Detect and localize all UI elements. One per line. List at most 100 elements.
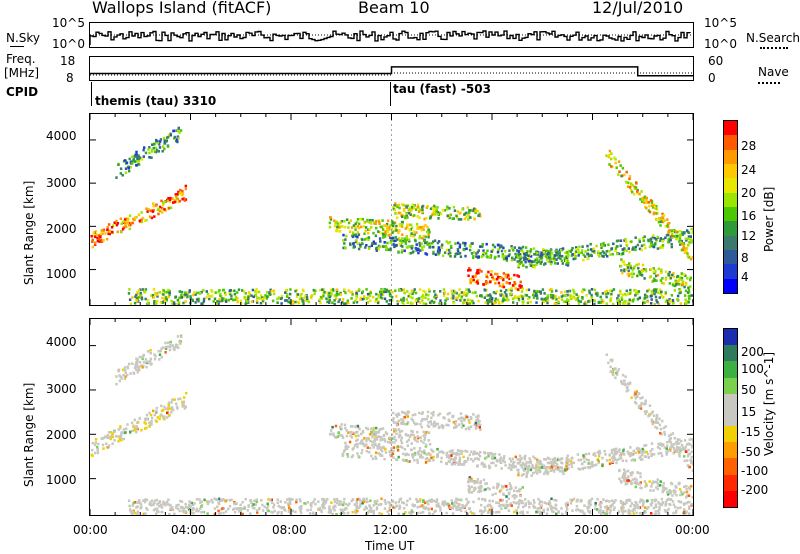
scatter-cell [217, 302, 220, 305]
scatter-cell [575, 504, 579, 508]
scatter-cell [532, 247, 536, 250]
scatter-cell [608, 462, 612, 466]
scatter-cell [633, 458, 636, 462]
scatter-cell [170, 299, 173, 303]
scatter-cell [541, 288, 545, 291]
scatter-cell [623, 453, 626, 456]
scatter-cell [643, 201, 646, 205]
scatter-cell [184, 187, 188, 191]
scatter-cell [358, 222, 361, 226]
scatter-cell [160, 506, 164, 509]
scatter-cell [284, 299, 287, 302]
scatter-cell [142, 155, 145, 158]
scatter-cell [363, 508, 366, 511]
scatter-cell [135, 215, 138, 219]
scatter-cell [424, 433, 427, 437]
scatter-cell [648, 413, 652, 417]
scatter-cell [660, 268, 663, 272]
scatter-cell [464, 449, 467, 453]
scatter-cell [598, 503, 601, 506]
scatter-cell [662, 484, 665, 488]
scatter-cell [111, 435, 115, 439]
scatter-cell [650, 241, 653, 245]
scatter-cell [456, 210, 459, 213]
scatter-cell [467, 426, 470, 429]
scatter-cell [507, 466, 510, 470]
scatter-cell [239, 509, 242, 512]
scatter-cell [542, 510, 545, 514]
scatter-cell [687, 288, 691, 292]
scatter-cell [167, 288, 170, 292]
scatter-cell [622, 249, 626, 253]
scatter-cell [141, 216, 145, 220]
scatter-cell [521, 486, 524, 489]
scatter-cell [490, 461, 493, 465]
scatter-cell [555, 507, 558, 511]
scatter-cell [499, 461, 502, 464]
scatter-cell [179, 342, 182, 345]
scatter-cell [621, 251, 625, 255]
scatter-cell [154, 146, 157, 150]
scatter-cell [355, 300, 359, 304]
scatter-cell [546, 298, 549, 302]
scatter-cell [620, 501, 623, 504]
scatter-cell [513, 489, 516, 493]
scatter-cell [437, 240, 441, 243]
scatter-cell [376, 444, 379, 448]
scatter-cell [137, 163, 140, 166]
scatter-cell [416, 461, 419, 464]
scatter-cell [546, 456, 550, 460]
scatter-cell [651, 422, 654, 426]
scatter-cell [457, 423, 461, 426]
scatter-cell [135, 296, 139, 300]
scatter-cell [616, 373, 619, 376]
scatter-cell [94, 235, 97, 239]
scatter-cell [662, 282, 665, 285]
scatter-cell [505, 293, 508, 296]
scatter-cell [575, 246, 578, 249]
scatter-cell [472, 209, 475, 213]
scatter-cell [305, 296, 309, 299]
scatter-cell [388, 436, 392, 440]
scatter-cell [143, 291, 147, 294]
scatter-cell [220, 499, 224, 502]
scatter-cell [540, 464, 543, 467]
scatter-cell [378, 428, 381, 431]
scatter-cell [518, 499, 521, 502]
scatter-cell [253, 507, 256, 510]
scatter-cell [623, 292, 627, 296]
scatter-cell [658, 417, 661, 421]
scatter-cell [142, 360, 146, 364]
scatter-cell [589, 503, 592, 506]
scatter-cell [529, 248, 533, 251]
scatter-cell [413, 233, 416, 237]
scatter-cell [372, 242, 376, 245]
scatter-cell [624, 237, 627, 241]
scatter-cell [261, 299, 265, 302]
scatter-cell [162, 201, 165, 205]
scatter-cell [677, 283, 681, 286]
scatter-cell [681, 231, 684, 234]
scatter-cell [612, 501, 616, 505]
scatter-cell [312, 512, 315, 515]
scatter-cell [398, 206, 401, 210]
scatter-cell [688, 465, 691, 469]
scatter-cell [136, 370, 139, 374]
scatter-cell [484, 488, 487, 491]
scatter-cell [366, 218, 369, 222]
scatter-cell [364, 226, 368, 229]
scatter-cell [441, 426, 444, 430]
scatter-cell [663, 433, 667, 436]
scatter-cell [313, 292, 316, 296]
scatter-cell [465, 504, 468, 507]
scatter-cell [133, 501, 137, 504]
scatter-cell [491, 248, 494, 252]
scatter-cell [201, 302, 205, 305]
scatter-cell [107, 446, 110, 449]
scatter-cell [272, 503, 276, 506]
scatter-cell [480, 513, 483, 515]
scatter-cell [588, 291, 591, 295]
scatter-cell [276, 512, 279, 515]
scatter-cell [344, 502, 348, 506]
scatter-cell [123, 218, 127, 221]
